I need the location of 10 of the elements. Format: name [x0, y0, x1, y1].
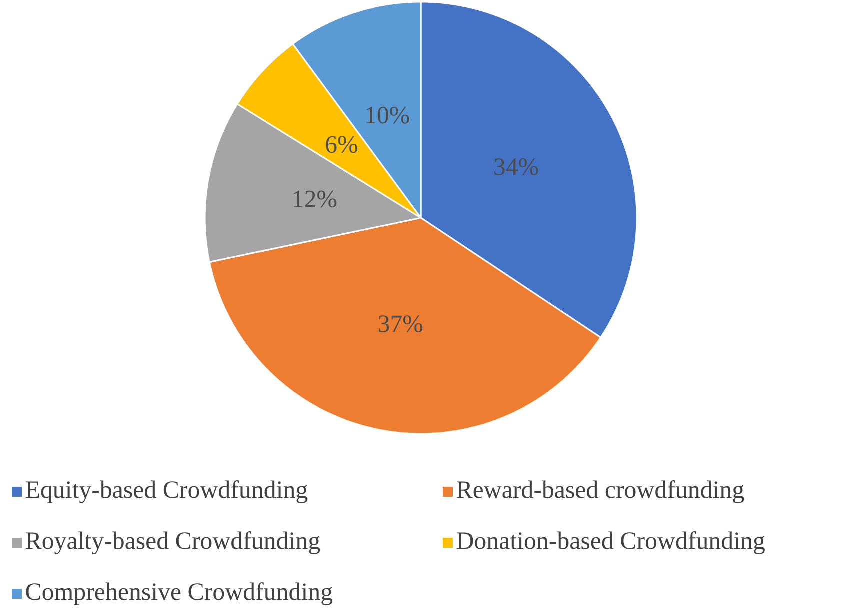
legend-label: Equity-based Crowdfunding: [26, 480, 308, 504]
legend-label: Royalty-based Crowdfunding: [26, 532, 320, 554]
data-label: 37%: [378, 316, 423, 332]
data-label: 12%: [294, 190, 337, 208]
data-label: 34%: [494, 158, 538, 176]
legend-label: Donation-based Crowdfunding: [456, 532, 765, 554]
data-label: 6%: [326, 136, 358, 154]
data-label: 10%: [366, 106, 410, 124]
legend-label: Reward-based crowdfunding: [456, 480, 744, 504]
legend-label: Comprehensive Crowdfunding: [26, 582, 333, 606]
